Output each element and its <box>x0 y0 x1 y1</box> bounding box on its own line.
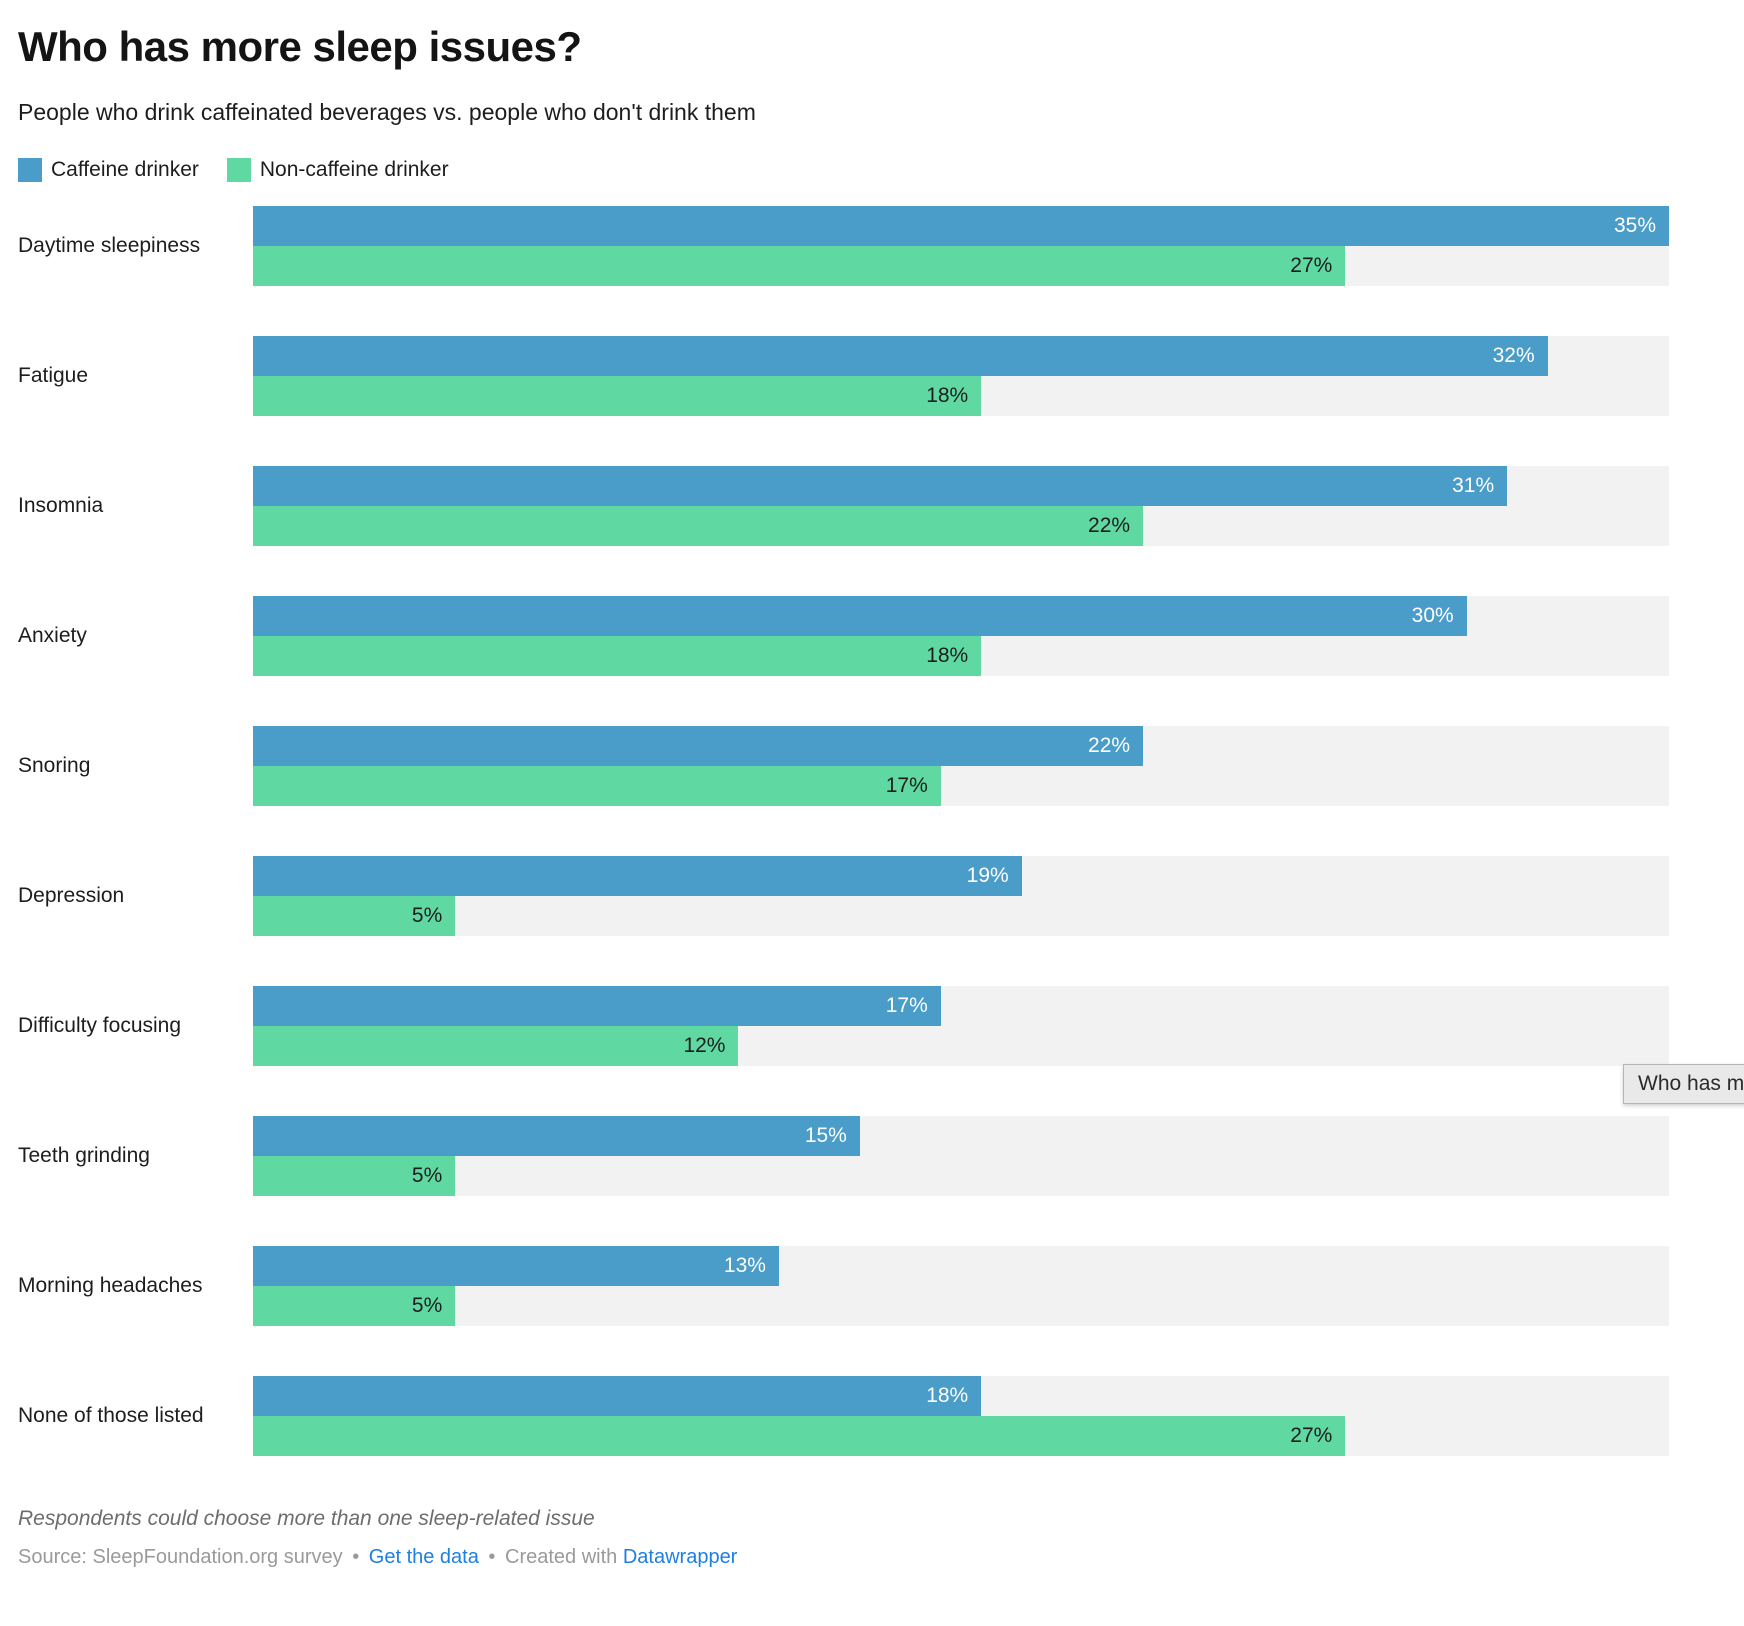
noncaffeine-bar[interactable]: 5% <box>253 1155 456 1196</box>
category-label: Fatigue <box>18 363 89 387</box>
bar-value-label: 27% <box>1290 253 1333 277</box>
bar-track: 19% 5% <box>253 855 1669 936</box>
caffeine-bar[interactable]: 19% <box>253 855 1022 896</box>
chart-row: Difficulty focusing 17% 12% <box>18 985 1744 1066</box>
bar-value-label: 5% <box>411 903 443 927</box>
chart-title: Who has more sleep issues? <box>18 23 582 70</box>
chart-row: None of those listed 18% 27% <box>18 1375 1744 1456</box>
chart-row: Daytime sleepiness 35% 27% <box>18 205 1744 286</box>
bar-value-label: 35% <box>1613 213 1656 237</box>
category-label: Teeth grinding <box>18 1143 150 1167</box>
created-with-label: Created with <box>505 1545 618 1568</box>
bar-track: 15% 5% <box>253 1115 1669 1196</box>
bar-value-label: 32% <box>1492 343 1535 367</box>
category-label: Insomnia <box>18 493 104 517</box>
bar-track: 30% 18% <box>253 595 1669 676</box>
legend-label-noncaffeine: Non-caffeine drinker <box>259 157 449 181</box>
bar-track: 22% 17% <box>253 725 1669 806</box>
noncaffeine-bar[interactable]: 12% <box>253 1025 739 1066</box>
bar-chart: Daytime sleepiness 35% 27% Fatigue 32% 18% Ins… <box>18 205 1744 1456</box>
caffeine-bar[interactable]: 15% <box>253 1115 860 1156</box>
legend: Caffeine drinker Non-caffeine drinker <box>18 157 1744 182</box>
caffeine-bar[interactable]: 32% <box>253 335 1548 376</box>
get-the-data-link[interactable]: Get the data <box>368 1545 479 1568</box>
bar-track: 31% 22% <box>253 465 1669 546</box>
bar-track: 35% 27% <box>253 205 1669 286</box>
legend-item-noncaffeine: Non-caffeine drinker <box>226 157 449 182</box>
caffeine-bar[interactable]: 22% <box>253 725 1144 766</box>
bar-track: 32% 18% <box>253 335 1669 416</box>
category-label: Depression <box>18 883 125 907</box>
chart-row: Insomnia 31% 22% <box>18 465 1744 546</box>
caffeine-swatch-icon <box>18 157 42 182</box>
bar-value-label: 27% <box>1290 1423 1333 1447</box>
legend-item-caffeine: Caffeine drinker <box>18 157 199 182</box>
noncaffeine-bar[interactable]: 5% <box>253 895 456 936</box>
bar-value-label: 5% <box>411 1293 443 1317</box>
noncaffeine-bar[interactable]: 22% <box>253 505 1144 546</box>
bar-value-label: 17% <box>885 993 928 1017</box>
bar-value-label: 5% <box>411 1163 443 1187</box>
bar-value-label: 18% <box>926 1383 969 1407</box>
chart-row: Fatigue 32% 18% <box>18 335 1744 416</box>
bar-value-label: 30% <box>1411 603 1454 627</box>
footer-note: Respondents could choose more than one s… <box>18 1506 595 1530</box>
caffeine-bar[interactable]: 13% <box>253 1245 779 1286</box>
noncaffeine-bar[interactable]: 27% <box>253 245 1346 286</box>
chart-row: Morning headaches 13% 5% <box>18 1245 1744 1326</box>
category-label: Daytime sleepiness <box>18 233 201 257</box>
caffeine-bar[interactable]: 18% <box>253 1375 982 1416</box>
footer: Respondents could choose more than one s… <box>18 1506 1744 1570</box>
category-label: Morning headaches <box>18 1273 203 1297</box>
chart-container: Who has more sleep issues? People who dr… <box>18 23 1744 1570</box>
chart-subtitle: People who drink caffeinated beverages v… <box>18 99 756 126</box>
separator-dot: • <box>488 1545 496 1568</box>
bar-value-label: 12% <box>683 1033 726 1057</box>
noncaffeine-bar[interactable]: 18% <box>253 375 982 416</box>
category-label: Snoring <box>18 753 91 777</box>
bar-value-label: 18% <box>926 383 969 407</box>
bar-value-label: 31% <box>1452 473 1495 497</box>
chart-row: Anxiety 30% 18% <box>18 595 1744 676</box>
category-label: None of those listed <box>18 1403 204 1427</box>
legend-label-caffeine: Caffeine drinker <box>51 157 199 181</box>
noncaffeine-bar[interactable]: 17% <box>253 765 941 806</box>
separator-dot: • <box>352 1545 360 1568</box>
noncaffeine-bar[interactable]: 18% <box>253 635 982 676</box>
bar-value-label: 19% <box>966 863 1009 887</box>
bar-value-label: 17% <box>885 773 928 797</box>
tooltip: Who has m <box>1623 1064 1744 1104</box>
chart-row: Teeth grinding 15% 5% <box>18 1115 1744 1196</box>
bar-value-label: 22% <box>1088 733 1131 757</box>
category-label: Anxiety <box>18 623 87 647</box>
noncaffeine-bar[interactable]: 27% <box>253 1415 1346 1456</box>
source-line: Source: SleepFoundation.org survey • Get… <box>18 1544 1744 1570</box>
chart-row: Depression 19% 5% <box>18 855 1744 936</box>
caffeine-bar[interactable]: 30% <box>253 595 1467 636</box>
bar-value-label: 15% <box>804 1123 847 1147</box>
caffeine-bar[interactable]: 17% <box>253 985 941 1026</box>
noncaffeine-swatch-icon <box>226 157 251 182</box>
chart-row: Snoring 22% 17% <box>18 725 1744 806</box>
bar-value-label: 18% <box>926 643 969 667</box>
bar-value-label: 22% <box>1088 513 1131 537</box>
bar-track: 18% 27% <box>253 1375 1669 1456</box>
source-label: Source: SleepFoundation.org survey <box>18 1545 343 1568</box>
category-label: Difficulty focusing <box>18 1013 182 1037</box>
bar-value-label: 13% <box>723 1253 766 1277</box>
bar-track: 17% 12% <box>253 985 1669 1066</box>
bar-track: 13% 5% <box>253 1245 1669 1326</box>
datawrapper-link[interactable]: Datawrapper <box>622 1545 738 1568</box>
noncaffeine-bar[interactable]: 5% <box>253 1285 456 1326</box>
caffeine-bar[interactable]: 35% <box>253 205 1669 246</box>
caffeine-bar[interactable]: 31% <box>253 465 1508 506</box>
